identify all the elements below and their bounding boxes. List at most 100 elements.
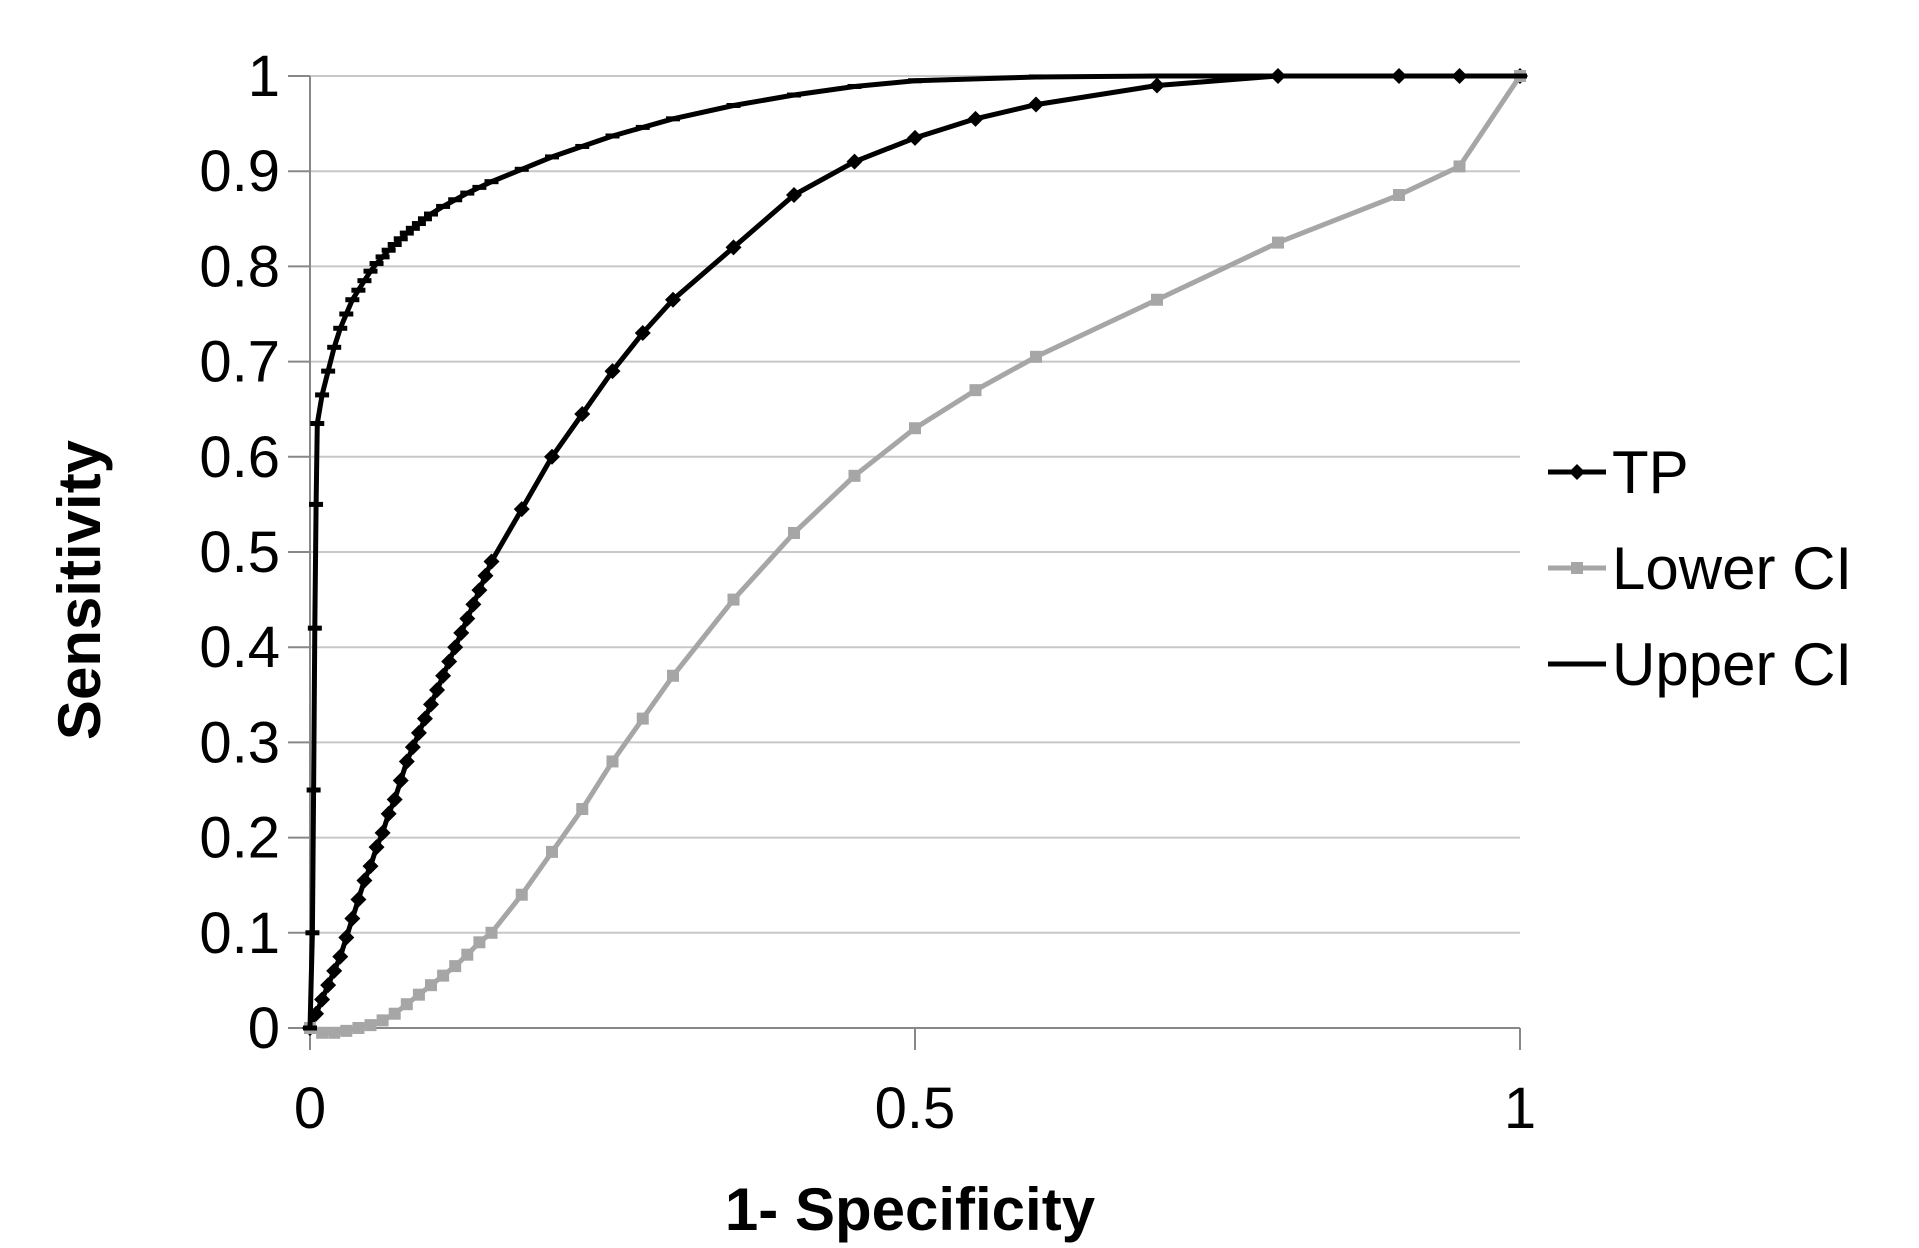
y-tick-label-9: 0.9 (199, 139, 280, 204)
data-point-2-29 (484, 179, 499, 185)
data-point-0-6 (338, 929, 355, 946)
data-point-2-35 (666, 116, 680, 122)
y-axis-title: Sensitivity (46, 439, 113, 740)
y-tick-label-5: 0.5 (199, 520, 280, 585)
y-tick-label-10: 1 (248, 44, 280, 109)
legend-label-0: TP (1612, 439, 1689, 506)
data-point-1-5 (364, 1019, 377, 1032)
legend-marker-2 (1570, 661, 1584, 667)
y-tick-label-7: 0.7 (199, 330, 280, 395)
data-point-1-31 (1453, 160, 1466, 173)
data-point-2-21 (405, 225, 420, 231)
y-tick-label-3: 0.3 (199, 710, 280, 775)
data-point-1-2 (328, 1026, 341, 1039)
y-tick-label-6: 0.6 (199, 425, 280, 490)
data-point-0-17 (404, 739, 421, 756)
data-point-2-26 (448, 197, 463, 203)
data-point-2-2 (306, 787, 321, 793)
data-point-1-10 (425, 979, 437, 992)
data-point-1-15 (485, 926, 498, 939)
data-point-2-15 (369, 261, 384, 267)
y-tick-label-8: 0.8 (199, 234, 280, 299)
data-point-1-4 (352, 1022, 365, 1034)
data-point-1-11 (437, 969, 450, 982)
data-point-1-9 (412, 988, 425, 1001)
data-point-0-42 (1028, 96, 1044, 113)
data-point-2-25 (436, 203, 451, 209)
y-axis-ticks: 0 0.1 0.2 0.3 0.4 0.5 0.6 0.7 0.8 0.9 1 (199, 44, 310, 1061)
data-point-0-3 (320, 977, 337, 994)
data-point-1-3 (340, 1024, 353, 1037)
data-point-2-24 (424, 211, 438, 217)
x-axis-ticks: 0 0.5 1 (294, 1028, 1536, 1141)
data-point-1-22 (727, 593, 740, 606)
data-point-0-16 (398, 753, 415, 770)
data-point-1-28 (1151, 293, 1163, 306)
data-point-0-9 (356, 872, 373, 889)
data-point-2-16 (375, 254, 390, 260)
data-point-0-41 (967, 110, 984, 127)
data-point-0-18 (410, 724, 427, 741)
data-point-2-33 (605, 133, 620, 139)
y-tick-label-2: 0.2 (199, 806, 280, 871)
data-point-1-30 (1393, 189, 1405, 201)
data-point-2-14 (363, 268, 378, 274)
data-point-1-26 (969, 384, 982, 397)
data-point-0-27 (465, 596, 482, 613)
data-point-0-25 (453, 624, 470, 641)
data-point-2-38 (847, 83, 862, 89)
data-point-2-9 (333, 325, 348, 331)
data-point-2-0 (303, 1025, 317, 1031)
data-point-2-40 (1029, 74, 1043, 80)
data-point-2-19 (393, 236, 408, 242)
data-point-0-20 (423, 696, 439, 713)
x-tick-label-0: 0 (294, 1076, 326, 1141)
data-point-0-8 (350, 891, 367, 908)
legend-item-1: Lower CI (1548, 535, 1852, 602)
data-point-2-30 (514, 166, 529, 172)
series-2 (303, 73, 1527, 1031)
data-point-2-8 (327, 344, 342, 350)
data-point-0-10 (362, 858, 379, 875)
data-point-2-6 (315, 392, 330, 398)
data-point-0-15 (392, 772, 409, 789)
x-axis-title: 1- Specificity (725, 1176, 1096, 1243)
data-point-2-18 (387, 242, 402, 248)
data-point-0-7 (344, 910, 361, 927)
data-point-2-41 (1150, 73, 1164, 79)
legend-item-2: Upper CI (1548, 631, 1852, 698)
data-point-2-4 (309, 501, 324, 507)
data-point-2-5 (310, 420, 325, 426)
data-point-2-42 (1271, 73, 1285, 79)
data-point-0-21 (429, 682, 446, 699)
x-tick-label-2: 1 (1504, 1076, 1536, 1141)
data-point-2-43 (1392, 73, 1406, 79)
x-tick-label-1: 0.5 (875, 1076, 956, 1141)
data-point-0-39 (846, 153, 863, 170)
data-point-2-17 (381, 247, 396, 253)
y-tick-label-4: 0.4 (199, 615, 280, 680)
data-point-1-16 (515, 888, 528, 901)
data-point-2-20 (399, 230, 414, 236)
data-point-0-37 (725, 239, 742, 256)
data-point-1-27 (1030, 350, 1042, 363)
data-point-2-28 (472, 184, 487, 190)
data-point-0-34 (604, 363, 621, 380)
data-point-0-12 (374, 824, 391, 841)
data-point-0-4 (326, 962, 343, 979)
data-point-1-8 (400, 998, 413, 1011)
data-point-0-31 (513, 501, 530, 518)
data-point-1-14 (473, 936, 486, 949)
data-point-1-12 (449, 960, 462, 973)
grid-lines (310, 75, 1520, 1029)
data-point-2-31 (545, 154, 559, 160)
data-point-0-13 (380, 805, 397, 822)
legend-item-0: TP (1548, 439, 1689, 506)
data-point-2-11 (345, 297, 360, 303)
data-point-1-23 (788, 526, 800, 539)
data-point-1-1 (316, 1026, 329, 1039)
data-point-0-38 (786, 187, 802, 203)
data-point-2-37 (787, 92, 801, 98)
legend-marker-1 (1571, 562, 1583, 574)
